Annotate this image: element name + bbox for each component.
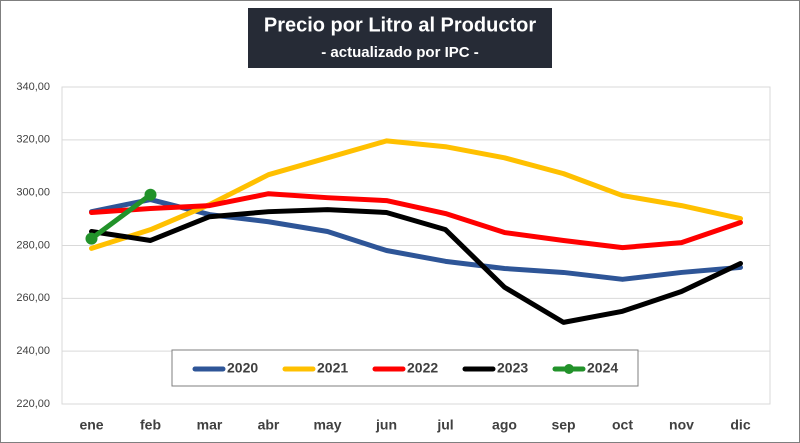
x-tick-label: feb xyxy=(140,417,161,433)
point xyxy=(85,232,98,245)
series-line xyxy=(89,192,153,242)
legend-label: 2023 xyxy=(497,360,528,376)
y-tick-label: 240,00 xyxy=(16,345,50,357)
x-tick-label: nov xyxy=(669,417,694,433)
x-tick-label: jul xyxy=(436,417,453,433)
y-tick-label: 260,00 xyxy=(16,292,50,304)
x-tick-label: oct xyxy=(612,417,633,433)
y-tick-label: 320,00 xyxy=(16,134,50,146)
x-tick-label: mar xyxy=(197,417,223,433)
x-tick-label: sep xyxy=(551,417,575,433)
y-tick-label: 300,00 xyxy=(16,187,50,199)
series-line xyxy=(89,197,743,282)
title-box xyxy=(248,8,552,68)
y-tick-label: 340,00 xyxy=(16,81,50,93)
point xyxy=(144,188,157,201)
legend-label: 2022 xyxy=(407,360,438,376)
x-tick-label: dic xyxy=(730,417,750,433)
legend-label: 2024 xyxy=(587,360,618,376)
series-line xyxy=(89,138,743,251)
legend-label: 2021 xyxy=(317,360,348,376)
legend-label: 2020 xyxy=(227,360,258,376)
x-tick-label: jun xyxy=(375,417,397,433)
series-line xyxy=(89,207,743,325)
x-tick-label: ene xyxy=(79,417,103,433)
chart-title: Precio por Litro al Productor xyxy=(264,14,536,36)
x-tick-label: abr xyxy=(258,417,280,433)
legend-marker xyxy=(564,364,574,374)
y-tick-label: 220,00 xyxy=(16,398,50,410)
x-tick-label: ago xyxy=(492,417,517,433)
y-tick-label: 280,00 xyxy=(16,239,50,251)
x-tick-label: may xyxy=(313,417,341,433)
chart-subtitle: - actualizado por IPC - xyxy=(321,44,479,61)
series-line xyxy=(89,191,743,251)
